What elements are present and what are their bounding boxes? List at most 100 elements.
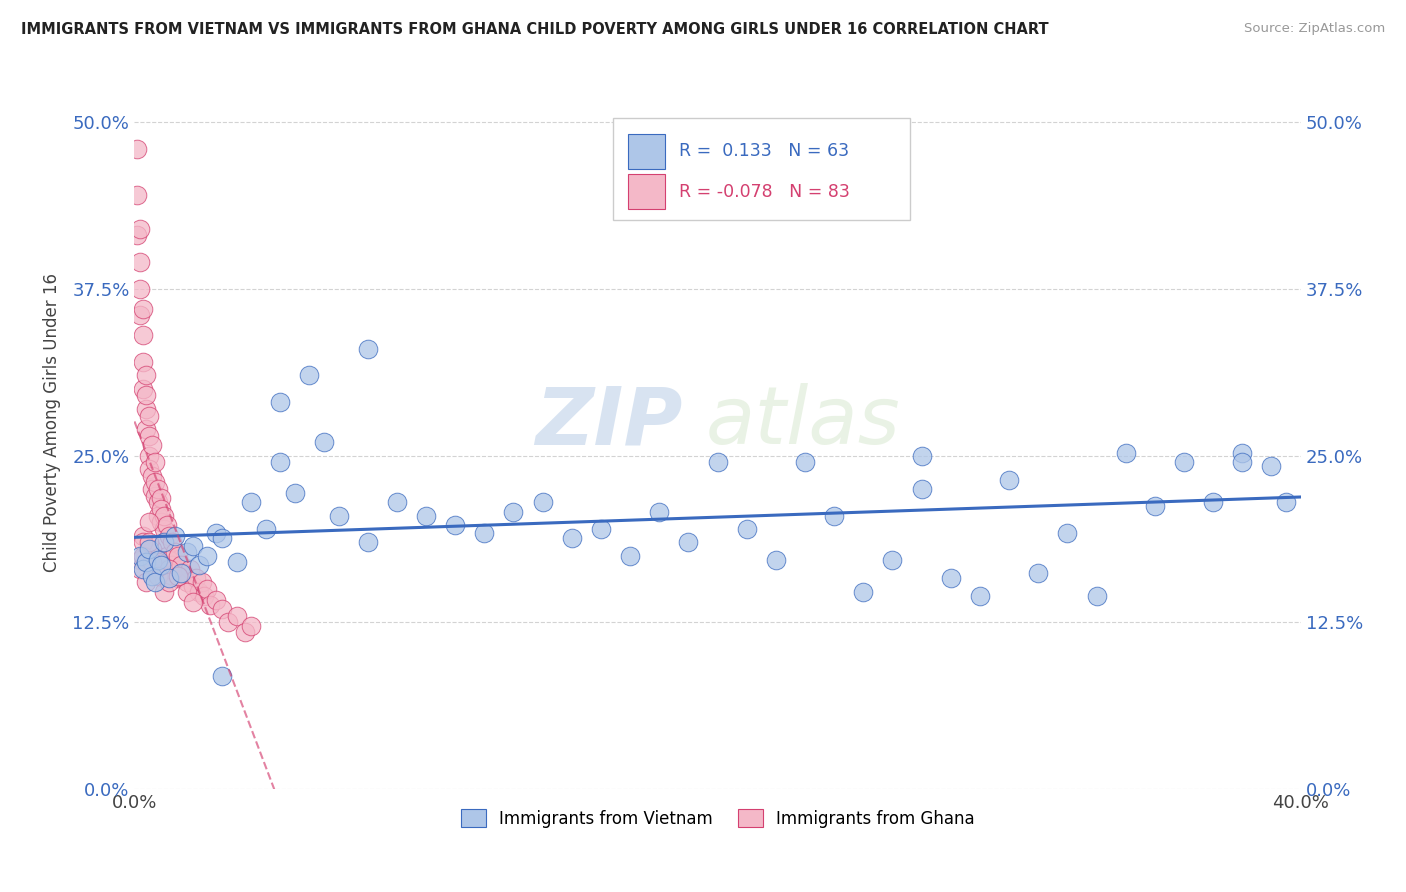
Point — [589, 522, 612, 536]
Text: ZIP: ZIP — [536, 384, 682, 461]
Text: R = -0.078   N = 83: R = -0.078 N = 83 — [679, 183, 851, 201]
Point — [678, 535, 700, 549]
Text: R =  0.133   N = 63: R = 0.133 N = 63 — [679, 142, 849, 160]
Point — [146, 508, 169, 523]
Point — [357, 535, 380, 549]
Point — [939, 571, 962, 585]
Point — [1260, 459, 1282, 474]
Point — [167, 568, 190, 582]
Point — [176, 544, 198, 558]
Point — [127, 228, 149, 243]
Point — [200, 598, 222, 612]
Point — [135, 388, 157, 402]
Point — [129, 549, 152, 563]
Point — [1232, 455, 1254, 469]
Point — [132, 382, 155, 396]
Point — [531, 495, 554, 509]
Point — [170, 558, 193, 572]
Point — [205, 525, 228, 540]
Point — [146, 495, 169, 509]
Point — [298, 368, 321, 383]
Point — [1056, 525, 1078, 540]
Point — [195, 549, 218, 563]
Point — [882, 552, 904, 566]
Point — [132, 301, 155, 316]
Point — [149, 516, 172, 530]
Point — [143, 489, 166, 503]
Point — [165, 528, 187, 542]
Point — [823, 508, 845, 523]
Point — [135, 555, 157, 569]
Point — [141, 438, 163, 452]
Bar — [627, 174, 665, 210]
Text: IMMIGRANTS FROM VIETNAM VS IMMIGRANTS FROM GHANA CHILD POVERTY AMONG GIRLS UNDER: IMMIGRANTS FROM VIETNAM VS IMMIGRANTS FR… — [21, 22, 1049, 37]
Point — [143, 455, 166, 469]
Point — [149, 502, 172, 516]
Point — [444, 518, 467, 533]
Point — [1026, 566, 1049, 580]
Point — [211, 602, 233, 616]
Point — [129, 221, 152, 235]
Text: atlas: atlas — [706, 384, 901, 461]
Point — [706, 455, 728, 469]
Point — [132, 528, 155, 542]
Point — [167, 571, 190, 585]
Point — [233, 624, 256, 639]
Point — [648, 505, 671, 519]
Point — [152, 535, 174, 549]
Point — [152, 535, 174, 549]
Point — [911, 482, 934, 496]
Point — [152, 584, 174, 599]
Point — [129, 552, 152, 566]
Point — [149, 491, 172, 506]
Point — [187, 584, 209, 599]
Point — [141, 468, 163, 483]
Point — [138, 535, 160, 549]
Point — [138, 541, 160, 556]
Point — [176, 575, 198, 590]
Point — [135, 422, 157, 436]
Point — [911, 449, 934, 463]
Point — [141, 541, 163, 556]
Point — [176, 584, 198, 599]
Point — [998, 473, 1021, 487]
Point — [162, 558, 184, 572]
Point — [619, 549, 641, 563]
Point — [165, 544, 187, 558]
Text: Source: ZipAtlas.com: Source: ZipAtlas.com — [1244, 22, 1385, 36]
Point — [132, 328, 155, 343]
Point — [357, 342, 380, 356]
Point — [143, 566, 166, 580]
Point — [205, 592, 228, 607]
Point — [132, 535, 155, 549]
Point — [173, 566, 195, 580]
Point — [195, 582, 218, 596]
Point — [284, 486, 307, 500]
Point — [141, 555, 163, 569]
Point — [269, 395, 291, 409]
Y-axis label: Child Poverty Among Girls Under 16: Child Poverty Among Girls Under 16 — [44, 273, 60, 572]
Point — [170, 566, 193, 580]
Point — [149, 558, 172, 572]
Point — [146, 568, 169, 582]
Point — [159, 552, 181, 566]
Point — [1115, 446, 1137, 460]
Point — [135, 549, 157, 563]
Point — [138, 449, 160, 463]
Point — [765, 552, 787, 566]
Point — [146, 552, 169, 566]
Point — [225, 608, 247, 623]
Point — [1275, 495, 1298, 509]
Point — [181, 579, 204, 593]
Point — [135, 401, 157, 416]
Point — [159, 575, 181, 590]
Point — [211, 531, 233, 545]
Point — [1143, 500, 1166, 514]
Point — [141, 568, 163, 582]
Point — [969, 589, 991, 603]
Point — [165, 566, 187, 580]
Point — [146, 555, 169, 569]
Point — [193, 589, 215, 603]
Point — [328, 508, 350, 523]
Point — [129, 309, 152, 323]
